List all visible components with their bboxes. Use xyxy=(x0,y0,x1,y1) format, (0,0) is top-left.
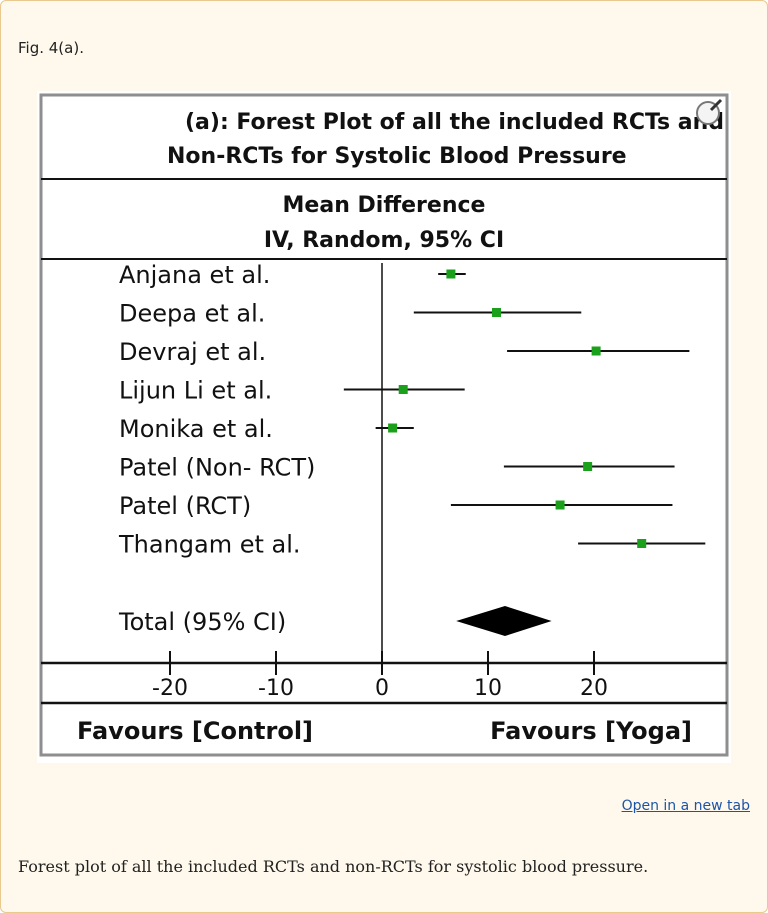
study-row: Patel (RCT) xyxy=(119,492,673,520)
chart-subtitle-line-1: Mean Difference xyxy=(283,193,486,218)
study-label: Monika et al. xyxy=(119,415,273,443)
x-tick-label: -20 xyxy=(152,676,188,701)
study-label: Devraj et al. xyxy=(119,338,266,366)
point-estimate-marker xyxy=(446,269,456,279)
study-row: Patel (Non- RCT) xyxy=(119,454,675,482)
point-estimate-marker xyxy=(388,423,398,433)
study-row: Thangam et al. xyxy=(118,531,706,559)
chart-title-line-1: (a): Forest Plot of all the included RCT… xyxy=(185,110,724,135)
point-estimate-marker xyxy=(398,385,408,394)
point-estimate-marker xyxy=(491,308,501,317)
study-label: Lijun Li et al. xyxy=(119,377,272,405)
figure-caption: Forest plot of all the included RCTs and… xyxy=(18,857,649,876)
x-tick-label: -10 xyxy=(258,676,294,701)
study-label: Deepa et al. xyxy=(119,300,265,328)
study-label: Patel (Non- RCT) xyxy=(119,454,315,482)
chart-subtitle-line-2: IV, Random, 95% CI xyxy=(264,228,504,253)
x-tick-label: 20 xyxy=(580,676,608,701)
magnifier-icon[interactable] xyxy=(696,98,723,125)
total-row: Total (95% CI) xyxy=(118,606,552,636)
forest-plot-figure[interactable]: (a): Forest Plot of all the included RCT… xyxy=(37,91,731,763)
forest-plot-svg: (a): Forest Plot of all the included RCT… xyxy=(39,93,729,757)
favours-yoga-label: Favours [Yoga] xyxy=(490,717,692,745)
x-tick-label: 10 xyxy=(474,676,502,701)
open-in-new-tab-link[interactable]: Open in a new tab xyxy=(621,798,750,814)
study-row: Deepa et al. xyxy=(119,300,582,328)
study-label: Anjana et al. xyxy=(119,261,270,289)
figure-label: Fig. 4(a). xyxy=(18,39,84,57)
total-label: Total (95% CI) xyxy=(118,608,286,636)
point-estimate-marker xyxy=(555,500,565,510)
plot-frame xyxy=(39,93,729,757)
point-estimate-marker xyxy=(591,346,601,356)
chart-title-line-2: Non-RCTs for Systolic Blood Pressure xyxy=(167,144,627,169)
point-estimate-marker xyxy=(583,462,593,471)
study-label: Thangam et al. xyxy=(118,531,301,559)
study-row: Devraj et al. xyxy=(119,338,690,366)
study-rows: Anjana et al. Deepa et al. Devraj et al. Li… xyxy=(118,261,706,636)
total-diamond xyxy=(456,606,552,636)
study-label: Patel (RCT) xyxy=(119,492,251,520)
study-row: Anjana et al. xyxy=(119,261,466,289)
x-axis-ticks: -20 -10 0 10 20 xyxy=(152,651,608,701)
point-estimate-marker xyxy=(637,539,647,548)
study-row: Lijun Li et al. xyxy=(119,377,465,405)
study-row: Monika et al. xyxy=(119,415,414,443)
x-tick-label: 0 xyxy=(375,676,389,701)
favours-control-label: Favours [Control] xyxy=(77,717,313,745)
